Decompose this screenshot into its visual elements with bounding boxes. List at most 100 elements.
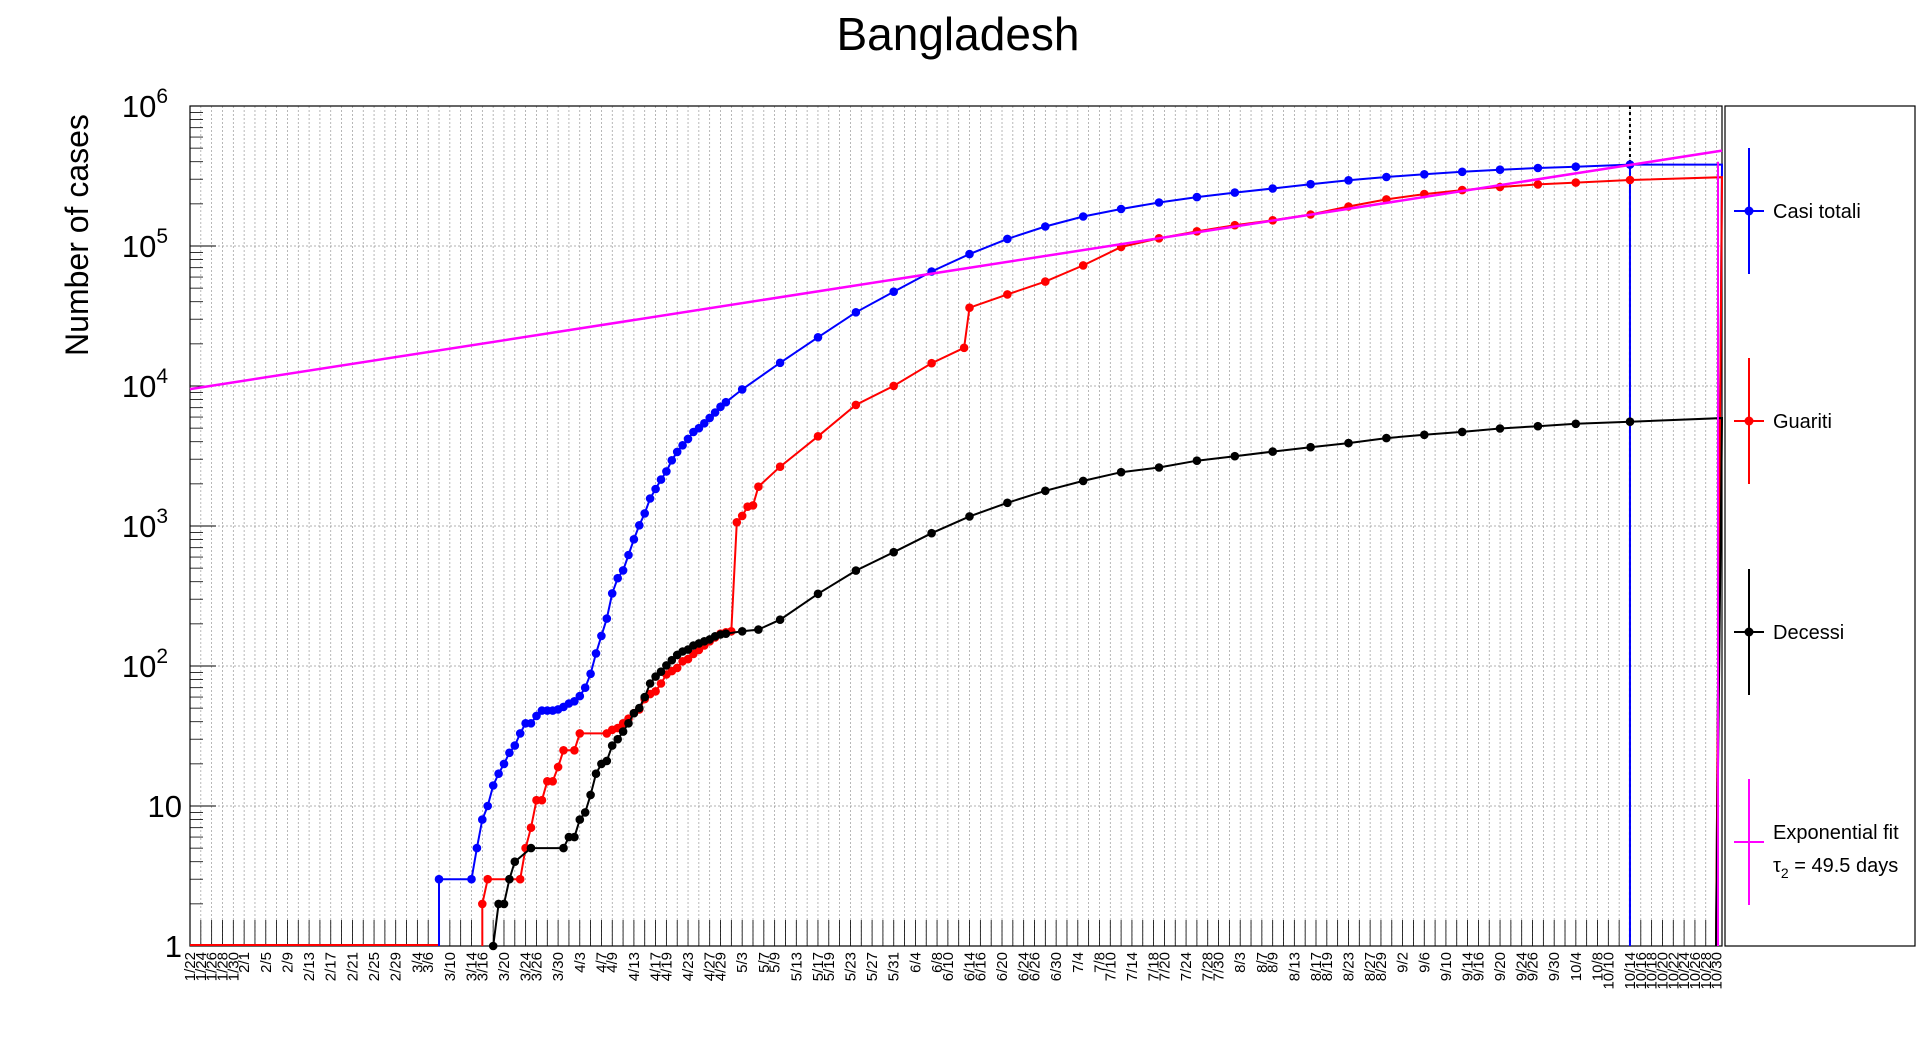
x-tick-label: 7/28: [1200, 952, 1217, 981]
legend-label: Exponential fit: [1773, 822, 1899, 844]
data-point: [505, 748, 514, 758]
y-tick-label: 1: [165, 929, 182, 964]
x-tick-label: 10/8: [1589, 952, 1606, 981]
series-extension: [1630, 163, 1724, 947]
data-point: [1344, 438, 1353, 448]
x-tick-label: 3/6: [420, 952, 437, 973]
data-point: [1625, 417, 1635, 427]
x-tick-label: 2/1: [236, 952, 253, 973]
x-tick-label: 2/29: [388, 952, 405, 981]
data-point: [1571, 178, 1581, 187]
x-tick-label: 1/26: [204, 952, 221, 981]
data-point: [813, 333, 823, 342]
data-point: [467, 874, 476, 884]
data-point: [1533, 180, 1543, 189]
data-point: [478, 815, 487, 824]
y-tick-label: 104: [122, 365, 168, 404]
data-point: [602, 614, 612, 623]
data-point: [515, 874, 525, 884]
data-point: [1078, 261, 1088, 270]
data-point: [1192, 192, 1202, 202]
data-point: [889, 381, 898, 391]
x-tick-label: 7/8: [1091, 952, 1108, 973]
data-point: [580, 808, 590, 817]
series-extension: [1629, 417, 1724, 947]
data-point: [580, 683, 590, 692]
legend-fit-label: τ2 = 49.5 days: [1773, 855, 1898, 881]
x-tick-label: 3/16: [474, 952, 491, 981]
data-point: [586, 790, 595, 800]
data-point: [618, 566, 628, 575]
data-point: [1230, 451, 1240, 461]
data-point: [927, 528, 936, 538]
legend-label: Casi totali: [1773, 201, 1861, 223]
data-point: [1230, 188, 1240, 197]
x-tick-label: 10/10: [1600, 952, 1617, 990]
x-tick-label: 6/4: [907, 952, 924, 973]
x-tick-label: 3/30: [550, 952, 567, 981]
x-tick-label: 10/22: [1665, 952, 1682, 990]
data-point: [526, 719, 536, 728]
y-axis-ticks: 1 10 102 103 104 105 106: [122, 85, 216, 964]
x-tick-label: 2/9: [279, 952, 296, 973]
data-point: [732, 518, 742, 527]
x-tick-label: 6/30: [1048, 952, 1065, 981]
data-point: [1495, 424, 1505, 433]
x-tick-label: 7/24: [1178, 952, 1195, 981]
data-point: [478, 899, 487, 909]
data-point: [1457, 427, 1467, 437]
x-tick-label: 8/19: [1319, 952, 1336, 981]
x-tick-label: 6/8: [929, 952, 946, 973]
data-point: [775, 462, 785, 472]
data-point: [607, 589, 617, 598]
data-point: [1041, 486, 1050, 496]
x-tick-label: 5/7: [756, 952, 773, 973]
data-point: [754, 625, 763, 634]
data-point: [1495, 165, 1505, 174]
data-point: [1306, 179, 1315, 189]
x-tick-label: 7/18: [1146, 952, 1163, 981]
data-point: [721, 397, 731, 407]
data-point: [1420, 430, 1429, 440]
data-point: [965, 512, 974, 521]
x-tick-label: 10/24: [1676, 952, 1693, 990]
x-tick-label: 6/26: [1026, 952, 1043, 981]
data-point: [1041, 222, 1050, 231]
data-point: [510, 857, 520, 866]
data-point: [607, 741, 617, 750]
x-tick-label: 10/4: [1568, 952, 1585, 981]
x-tick-label: 10/14: [1622, 952, 1639, 990]
data-point: [1306, 442, 1315, 452]
data-point: [813, 432, 823, 441]
legend-label: Guariti: [1773, 411, 1832, 433]
data-point: [505, 874, 514, 884]
data-point: [613, 734, 622, 744]
data-point: [597, 631, 606, 641]
y-tick-label: 105: [122, 225, 168, 264]
data-point: [488, 941, 498, 951]
data-point: [754, 482, 763, 492]
data-point: [851, 566, 861, 575]
legend-marker: [1744, 416, 1754, 426]
x-tick-label: 1/22: [182, 952, 199, 981]
data-point: [591, 769, 601, 778]
data-point: [1625, 175, 1635, 185]
data-point: [1078, 476, 1088, 486]
data-point: [662, 661, 671, 670]
x-tick-label: 5/23: [842, 952, 859, 981]
data-point: [927, 358, 936, 368]
x-tick-label: 4/9: [604, 952, 621, 973]
data-point: [813, 589, 823, 599]
data-point: [965, 303, 974, 313]
data-point: [710, 408, 720, 417]
x-tick-label: 6/16: [972, 952, 989, 981]
data-point: [775, 615, 785, 624]
data-point: [737, 385, 747, 394]
x-tick-label: 4/23: [680, 952, 697, 981]
data-point: [1116, 204, 1126, 214]
data-point: [483, 874, 493, 884]
data-point: [889, 547, 898, 557]
data-point: [651, 687, 660, 696]
data-point: [737, 511, 747, 521]
